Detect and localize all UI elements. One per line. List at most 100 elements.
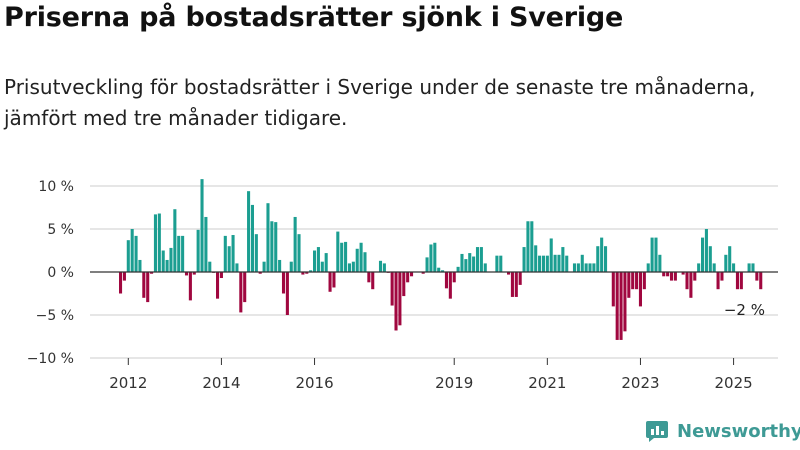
bar <box>732 263 736 272</box>
bar <box>196 229 200 272</box>
bar <box>192 272 196 275</box>
bar <box>654 237 658 272</box>
bar <box>689 272 693 298</box>
bar <box>673 272 677 281</box>
bar <box>565 255 569 272</box>
bar <box>254 234 258 272</box>
bar <box>747 263 751 272</box>
bar <box>169 247 173 272</box>
bar <box>708 246 712 272</box>
bar <box>316 247 320 272</box>
bar <box>561 247 565 272</box>
bar <box>604 246 608 272</box>
bar <box>460 253 464 272</box>
bar <box>320 261 324 272</box>
bar <box>623 272 627 332</box>
chart-subtitle: Prisutveckling för bostadsrätter i Sveri… <box>4 75 756 130</box>
bar <box>444 272 448 289</box>
bar <box>262 261 266 272</box>
bar <box>433 242 437 272</box>
bar <box>615 272 619 340</box>
bar <box>638 272 642 307</box>
bar <box>495 255 499 272</box>
bar <box>336 231 340 272</box>
bar <box>402 272 406 297</box>
bar <box>157 213 161 272</box>
x-tick-label: 2016 <box>295 374 333 392</box>
bar <box>530 221 534 272</box>
bar <box>642 272 646 290</box>
bar <box>437 267 441 272</box>
bar <box>301 272 305 275</box>
y-tick-label: 0 % <box>47 265 74 281</box>
bar <box>728 246 732 272</box>
bar <box>751 263 755 272</box>
bar <box>425 257 429 272</box>
bar <box>600 237 604 272</box>
bar <box>716 272 720 290</box>
bar <box>479 247 483 272</box>
bar <box>557 254 561 272</box>
bar <box>662 272 666 277</box>
bar <box>130 229 134 272</box>
bar <box>289 261 293 272</box>
bar <box>165 259 169 272</box>
bar <box>712 263 716 272</box>
bar <box>510 272 514 297</box>
chart-title: Priserna på bostadsrätter sjönk i Sverig… <box>4 2 624 33</box>
bar <box>188 272 192 301</box>
bar <box>406 272 410 283</box>
bar <box>231 235 235 272</box>
bar <box>499 255 503 272</box>
bar <box>720 272 724 281</box>
bar <box>324 253 328 272</box>
bar <box>549 238 553 272</box>
x-tick-label: 2014 <box>202 374 240 392</box>
bar <box>293 216 297 272</box>
bar <box>538 255 542 272</box>
bar <box>250 204 254 272</box>
bar <box>177 235 181 272</box>
bar <box>270 221 274 272</box>
bar <box>359 242 363 272</box>
bar <box>441 270 445 272</box>
bar <box>596 246 600 272</box>
bar <box>398 272 402 326</box>
bar <box>483 263 487 272</box>
bar <box>351 261 355 272</box>
y-tick-label: −10 % <box>27 351 74 367</box>
bar <box>313 250 317 272</box>
bar <box>759 272 763 290</box>
bar <box>266 203 270 272</box>
bar <box>285 272 289 315</box>
bar <box>724 254 728 272</box>
bar <box>216 272 220 299</box>
x-tick-label: 2025 <box>714 374 752 392</box>
bar <box>161 250 165 272</box>
bar <box>735 272 739 290</box>
bar <box>204 216 208 272</box>
bar <box>685 272 689 290</box>
bar <box>126 240 130 272</box>
bar <box>208 261 212 272</box>
bar <box>297 234 301 272</box>
bar <box>572 263 577 272</box>
bar <box>666 272 670 277</box>
bar-chart-logo-icon <box>646 421 668 442</box>
bar <box>119 272 123 294</box>
bar <box>576 263 580 272</box>
bar <box>452 272 456 283</box>
bar <box>514 272 518 297</box>
bar <box>588 263 592 272</box>
bar <box>410 272 414 277</box>
bar <box>627 272 631 298</box>
bar <box>468 253 472 272</box>
bar <box>200 179 204 272</box>
y-tick-label: 10 % <box>38 179 74 195</box>
bar <box>134 235 138 272</box>
bar <box>355 248 359 272</box>
bar <box>138 259 142 272</box>
bar <box>472 256 476 272</box>
bar <box>755 272 759 281</box>
newsworthy-logo: Newsworthy <box>645 419 800 443</box>
